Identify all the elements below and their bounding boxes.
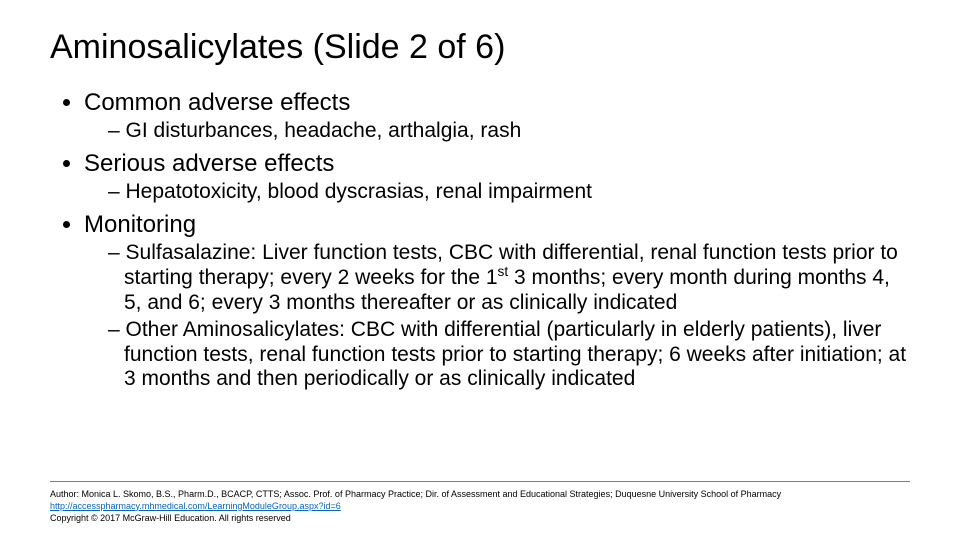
sub-bullet: GI disturbances, headache, arthalgia, ra… bbox=[108, 119, 910, 144]
sub-bullet-other: Other Aminosalicylates: CBC with differe… bbox=[108, 318, 910, 392]
sub-bullet-sulfasalazine: Sulfasalazine: Liver function tests, CBC… bbox=[108, 241, 910, 315]
bullet-label: Monitoring bbox=[84, 211, 196, 238]
sub-list: Hepatotoxicity, blood dyscrasias, renal … bbox=[84, 180, 910, 205]
sub-list: GI disturbances, headache, arthalgia, ra… bbox=[84, 119, 910, 144]
sub-list: Sulfasalazine: Liver function tests, CBC… bbox=[84, 241, 910, 392]
sub-bullet: Hepatotoxicity, blood dyscrasias, renal … bbox=[108, 180, 910, 205]
footer-author: Author: Monica L. Skomo, B.S., Pharm.D.,… bbox=[50, 488, 910, 500]
footer-link[interactable]: http://accesspharmacy.mhmedical.com/Lear… bbox=[50, 501, 341, 511]
bullet-label: Common adverse effects bbox=[84, 89, 350, 116]
bullet-label: Serious adverse effects bbox=[84, 150, 334, 177]
bullet-monitoring: Monitoring Sulfasalazine: Liver function… bbox=[84, 211, 910, 392]
footer-copyright: Copyright © 2017 McGraw-Hill Education. … bbox=[50, 512, 910, 524]
ordinal-superscript: st bbox=[498, 264, 509, 279]
bullet-common-adverse: Common adverse effects GI disturbances, … bbox=[84, 89, 910, 144]
slide-title: Aminosalicylates (Slide 2 of 6) bbox=[50, 28, 910, 67]
content-list: Common adverse effects GI disturbances, … bbox=[50, 89, 910, 392]
bullet-serious-adverse: Serious adverse effects Hepatotoxicity, … bbox=[84, 150, 910, 205]
slide-footer: Author: Monica L. Skomo, B.S., Pharm.D.,… bbox=[50, 481, 910, 524]
slide: Aminosalicylates (Slide 2 of 6) Common a… bbox=[0, 0, 960, 540]
